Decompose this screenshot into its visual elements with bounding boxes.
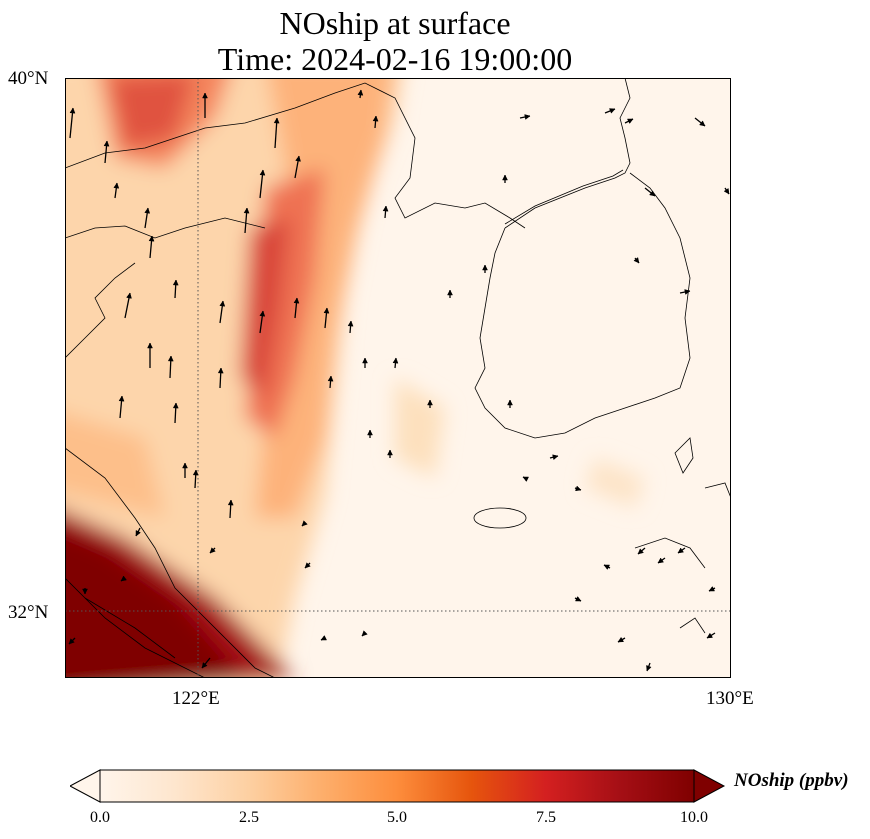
wind-arrow-head: [609, 108, 616, 114]
wind-arrow-head: [684, 289, 691, 295]
wind-arrow-head: [522, 476, 529, 482]
colorbar-tick-3: 7.5: [536, 809, 556, 826]
concentration-field: [65, 78, 645, 678]
colorbar-extend-high: [693, 769, 726, 803]
wind-arrow-head: [182, 462, 188, 469]
wind-arrow-head: [723, 188, 730, 195]
wind-arrow-head: [649, 190, 656, 197]
wind-arrow-head: [627, 118, 634, 124]
wind-arrow-head: [126, 292, 132, 299]
colorbar-tick-0: 0.0: [90, 809, 110, 826]
wind-arrow-head: [637, 548, 644, 555]
wind-arrow-head: [167, 355, 174, 362]
wind-arrow-head: [382, 205, 389, 212]
wind-arrow-head: [552, 454, 559, 461]
map-title-line2: Time: 2024-02-16 19:00:00: [217, 41, 573, 77]
wind-arrow-head: [603, 564, 610, 570]
wind-arrow-head: [120, 575, 127, 582]
wind-arrow-head: [677, 547, 684, 554]
wind-arrow-head: [144, 207, 151, 214]
lon-label-122e: 122°E: [172, 688, 220, 709]
gridlines: [65, 78, 731, 678]
wind-arrow-head: [259, 310, 266, 317]
wind-arrow-head: [387, 449, 393, 456]
wind-arrow-head: [192, 469, 199, 476]
wind-arrow-head: [706, 632, 713, 639]
wind-arrow-head: [243, 207, 250, 214]
wind-arrow-head: [301, 520, 308, 527]
wind-arrow-head: [295, 155, 301, 162]
colorbar-tick-2: 5.0: [387, 809, 407, 826]
lon-label-130e: 130°E: [706, 688, 754, 709]
wind-arrow-head: [201, 662, 208, 669]
colorbar-label: NOship (ppbv): [734, 770, 849, 791]
wind-arrow-head: [227, 499, 234, 506]
wind-arrow-head: [259, 169, 266, 176]
wind-arrow-head: [427, 399, 433, 406]
wind-arrow-head: [147, 342, 153, 349]
wind-arrow-head: [113, 182, 120, 189]
wind-arrow-head: [172, 279, 179, 286]
colorbar-gradient: [99, 769, 695, 803]
wind-arrow-head: [524, 114, 531, 120]
colorbar-extend-low: [70, 769, 101, 803]
colorbar-tick-1: 2.5: [239, 809, 259, 826]
wind-arrow-head: [357, 89, 364, 96]
wind-arrow-head: [347, 320, 354, 327]
wind-arrow-head: [575, 485, 582, 492]
wind-arrow-head: [82, 588, 88, 595]
map-panel: [65, 78, 731, 678]
wind-arrow-head: [217, 367, 224, 374]
wind-arrow-head: [273, 117, 280, 124]
wind-arrow-head: [633, 257, 640, 264]
wind-arrow-head: [68, 638, 75, 645]
lat-label-32n: 32°N: [8, 602, 49, 623]
wind-arrow-head: [646, 665, 652, 672]
wind-arrow-head: [657, 557, 664, 564]
wind-arrow-head: [118, 395, 125, 402]
wind-arrow-head: [304, 562, 311, 569]
wind-arrow-head: [367, 429, 373, 436]
wind-arrow-head: [202, 92, 208, 99]
wind-arrow-head: [447, 289, 453, 296]
wind-arrow-head: [172, 402, 179, 409]
wind-arrow-head: [135, 530, 141, 537]
colorbar-tick-4: 10.0: [680, 809, 708, 826]
wind-arrow-head: [148, 235, 155, 242]
wind-arrow-head: [708, 586, 715, 592]
wind-arrow-head: [320, 635, 327, 641]
wind-arrow-head: [69, 107, 76, 114]
map-frame: [65, 78, 731, 678]
wind-arrow-head: [482, 264, 488, 271]
lat-label-40n: 40°N: [8, 68, 49, 89]
wind-arrow-head: [575, 596, 582, 602]
wind-arrow-head: [323, 307, 330, 314]
wind-arrow-head: [362, 357, 368, 364]
colorbar: [70, 769, 726, 803]
wind-arrow-head: [327, 375, 334, 382]
wind-arrow-head: [502, 174, 508, 181]
coastlines: [65, 78, 731, 678]
wind-arrow-head: [392, 357, 399, 364]
wind-arrow-head: [293, 297, 300, 304]
wind-arrow-head: [103, 140, 110, 147]
wind-arrow-head: [219, 300, 226, 307]
map-title-line1: NOship at surface: [279, 5, 511, 41]
wind-arrow-head: [372, 115, 379, 122]
wind-arrow-head: [507, 399, 513, 406]
wind-arrow-head: [361, 630, 368, 637]
wind-arrow-head: [617, 636, 624, 643]
wind-arrow-head: [209, 547, 216, 554]
wind-vectors: [68, 89, 730, 672]
wind-arrow-head: [699, 120, 706, 127]
map-canvas: [65, 78, 731, 678]
